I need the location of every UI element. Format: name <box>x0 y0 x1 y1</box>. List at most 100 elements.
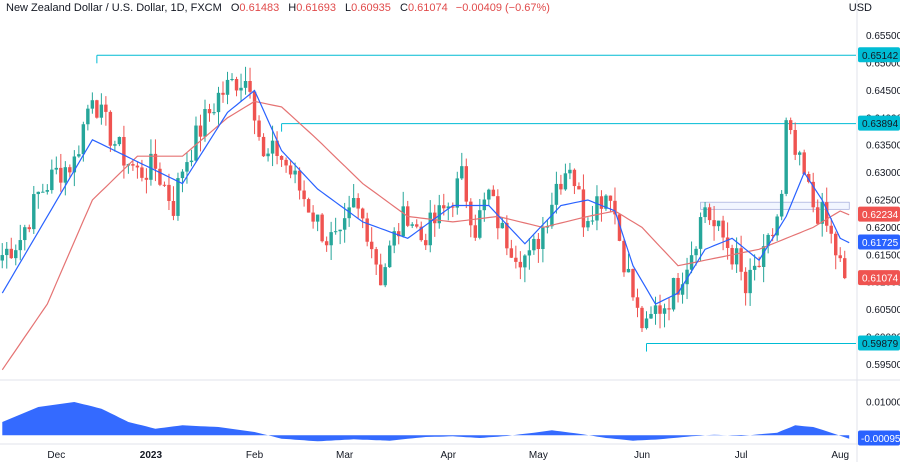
candle-body <box>820 202 824 224</box>
candle-body <box>559 183 563 190</box>
level-tag <box>858 335 900 351</box>
price-tick-label: 0.63500 <box>866 141 900 152</box>
candle-body <box>424 240 428 246</box>
price-tag-label: 0.62234 <box>862 210 899 221</box>
candle-body <box>775 216 779 236</box>
candle-body <box>117 136 122 145</box>
candle-body <box>536 238 541 250</box>
candle-body <box>90 100 95 109</box>
candle-body <box>527 250 532 256</box>
price-tick-label: 0.65500 <box>866 31 900 42</box>
price-tick-label: 0.61500 <box>866 250 900 261</box>
candle-body <box>712 220 716 227</box>
oscillator-tag <box>858 430 900 446</box>
date-tick-label: Mar <box>336 450 354 461</box>
candle-body <box>360 208 365 219</box>
candle-body <box>838 255 842 259</box>
candle-body <box>185 162 189 172</box>
candle-body <box>617 214 622 241</box>
price-tick-label: 0.62000 <box>866 223 900 234</box>
candle-body <box>496 196 500 229</box>
candle-body <box>144 177 149 180</box>
candle-body <box>306 199 311 213</box>
candle-body <box>739 248 743 272</box>
candle-body <box>351 198 356 208</box>
candle-body <box>320 214 324 242</box>
candle-body <box>437 205 441 224</box>
candle-body <box>194 125 198 161</box>
candle-body <box>698 217 703 249</box>
candle-body <box>77 154 81 157</box>
candle-body <box>703 207 707 218</box>
candle-body <box>36 191 41 195</box>
candle-body <box>324 241 329 246</box>
candle-body <box>500 222 505 229</box>
candle-body <box>523 255 527 268</box>
candle-body <box>104 104 108 112</box>
date-tick-label: Apr <box>440 450 456 461</box>
candle-body <box>342 218 347 230</box>
price-tag <box>858 234 900 250</box>
candle-body <box>563 173 568 190</box>
candle-body <box>243 81 248 88</box>
candle-body <box>140 167 144 178</box>
candle-body <box>662 308 667 314</box>
candle-body <box>766 234 770 247</box>
candle-body <box>788 120 793 130</box>
candle-body <box>198 125 203 137</box>
price-tag-label: 0.61074 <box>862 274 899 285</box>
candle-body <box>9 248 13 259</box>
candle-body <box>572 169 577 187</box>
candle-body <box>284 159 288 166</box>
candle-body <box>482 199 487 211</box>
price-tick-label: 0.65000 <box>866 59 900 70</box>
candle-body <box>0 255 4 261</box>
candle-body <box>568 169 572 174</box>
candle-body <box>509 248 514 258</box>
candle-body <box>802 152 806 175</box>
candle-body <box>50 169 54 191</box>
candle-body <box>599 196 604 209</box>
candle-body <box>302 190 306 200</box>
close-label: C <box>399 2 408 14</box>
price-tag <box>858 270 900 286</box>
candle-body <box>464 166 469 202</box>
candle-body <box>829 225 833 234</box>
candle-body <box>608 195 613 201</box>
candle-body <box>369 241 374 250</box>
slow-ma-line <box>1 100 850 371</box>
candle-body <box>410 224 414 226</box>
candle-body <box>387 245 392 268</box>
candle-body <box>153 153 158 169</box>
candle-body <box>825 202 829 226</box>
change-value: −0.00409 (−0.67%) <box>455 2 550 14</box>
candle-body <box>658 305 662 314</box>
candle-body <box>180 171 185 179</box>
candle-body <box>428 212 432 246</box>
candle-body <box>446 206 450 209</box>
candle-body <box>252 91 257 121</box>
open-label: O <box>230 2 240 14</box>
candle-body <box>779 193 784 217</box>
oscillator-tick-label: 0.01000 <box>866 398 900 409</box>
candle-body <box>834 233 838 256</box>
candle-body <box>158 168 162 185</box>
candle-body <box>122 136 126 166</box>
fast-ma-line <box>1 89 850 305</box>
date-tick-label: Dec <box>47 450 65 461</box>
price-tick-label: 0.59500 <box>866 360 900 371</box>
candle-body <box>491 189 496 197</box>
level-tag-label: 0.65142 <box>862 51 899 62</box>
candle-body <box>41 191 45 193</box>
range-box <box>700 201 850 210</box>
candle-body <box>671 277 676 310</box>
candle-body <box>685 269 689 285</box>
candle-body <box>315 214 320 222</box>
level-tag <box>858 115 900 131</box>
candle-body <box>207 109 212 114</box>
candle-body <box>514 257 518 262</box>
candle-body <box>45 190 50 192</box>
candle-body <box>99 104 104 118</box>
